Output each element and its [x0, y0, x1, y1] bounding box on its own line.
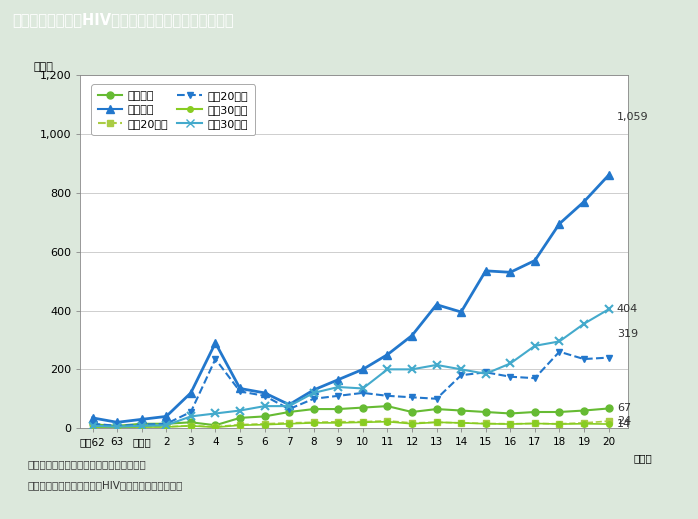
Legend: 女性総数, 男性総数, 女性20歳代, 男性20歳代, 女性30歳代, 男性30歳代: 女性総数, 男性総数, 女性20歳代, 男性20歳代, 女性30歳代, 男性30… [91, 85, 255, 135]
Text: 1,059: 1,059 [617, 112, 648, 122]
Text: （人）: （人） [34, 62, 54, 72]
Text: （備考）　１．厚生労働省資料より作成。: （備考） １．厚生労働省資料より作成。 [28, 459, 147, 469]
Text: 67: 67 [617, 403, 631, 414]
Text: 404: 404 [617, 304, 638, 315]
Text: 第１－７－４図　HIV感染者の推移（性別・年代別）: 第１－７－４図 HIV感染者の推移（性別・年代別） [13, 12, 235, 27]
Text: （年）: （年） [634, 453, 653, 463]
Text: 319: 319 [617, 330, 638, 339]
Text: ２．各年の新規HIV感染者報告数である。: ２．各年の新規HIV感染者報告数である。 [28, 480, 184, 490]
Text: 14: 14 [617, 419, 631, 429]
Text: 24: 24 [617, 416, 631, 426]
